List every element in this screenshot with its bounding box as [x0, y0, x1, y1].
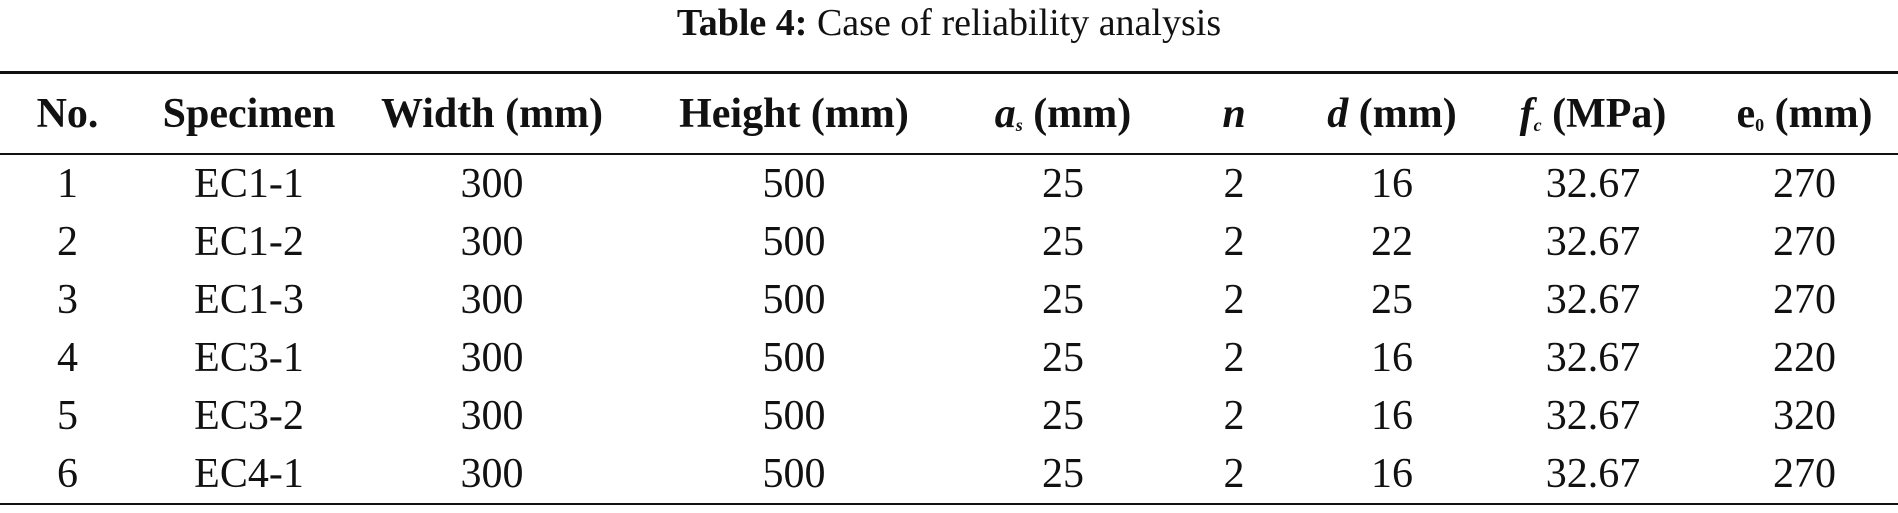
- cell-e0: 270: [1773, 277, 1836, 323]
- cell-as: 25: [1042, 277, 1084, 323]
- table-row: 5 EC3-2 300 500 25 2 16 32.67 320: [0, 387, 1898, 445]
- header-fc: fc (MPa): [1475, 71, 1711, 155]
- cell-no: 1: [57, 161, 78, 207]
- cell-as: 25: [1042, 393, 1084, 439]
- cell-as: 25: [1042, 335, 1084, 381]
- cell-height: 500: [762, 161, 826, 207]
- header-height: Height (mm): [621, 71, 967, 155]
- header-n: n: [1159, 71, 1309, 155]
- cell-specimen: EC4-1: [135, 445, 363, 505]
- cell-specimen: EC3-2: [194, 393, 304, 439]
- cell-specimen: EC1-3: [194, 277, 304, 323]
- cell-width: 300: [460, 393, 524, 439]
- cell-d: 16: [1371, 393, 1413, 439]
- cell-height: 500: [762, 277, 826, 323]
- cell-e0: 270: [1711, 445, 1898, 505]
- cell-e0: 320: [1773, 393, 1836, 439]
- header-no: No.: [0, 71, 135, 155]
- table-row: 2 EC1-2 300 500 25 2 22 32.67 270: [0, 213, 1898, 271]
- cell-no: 4: [57, 335, 78, 381]
- cell-height: 500: [762, 335, 826, 381]
- cell-no: 6: [0, 445, 135, 505]
- cell-specimen: EC3-1: [194, 335, 304, 381]
- table-row: 6 EC4-1 300 500 25 2 16 32.67 270: [0, 445, 1898, 505]
- cell-d: 22: [1371, 219, 1413, 265]
- table-row: 3 EC1-3 300 500 25 2 25 32.67 270: [0, 271, 1898, 329]
- table-row: 1 EC1-1 300 500 25 2 16 32.67 270: [0, 154, 1898, 213]
- cell-d: 16: [1371, 335, 1413, 381]
- cell-fc: 32.67: [1545, 335, 1641, 381]
- cell-d: 25: [1371, 277, 1413, 323]
- cell-height: 500: [762, 393, 826, 439]
- cell-no: 2: [57, 219, 78, 265]
- cell-specimen: EC1-1: [194, 161, 304, 207]
- cell-width: 300: [460, 277, 524, 323]
- cell-as: 25: [1042, 219, 1084, 265]
- cell-n: 2: [1223, 335, 1245, 381]
- cell-e0: 220: [1773, 335, 1836, 381]
- cell-width: 300: [460, 335, 524, 381]
- cell-specimen: EC1-2: [194, 219, 304, 265]
- cell-width: 300: [363, 445, 621, 505]
- cell-no: 3: [57, 277, 78, 323]
- table-caption: Table 4: Case of reliability analysis: [0, 0, 1898, 46]
- header-row: No. Specimen Width (mm) Height (mm) as (…: [0, 71, 1898, 155]
- cell-fc: 32.67: [1475, 445, 1711, 505]
- cell-e0: 270: [1773, 219, 1836, 265]
- header-as: as (mm): [967, 71, 1159, 155]
- header-d: d (mm): [1309, 71, 1475, 155]
- cell-height: 500: [621, 445, 967, 505]
- caption-label: Table 4:: [676, 2, 808, 44]
- cell-n: 2: [1159, 445, 1309, 505]
- cell-n: 2: [1223, 277, 1245, 323]
- caption-text: Case of reliability analysis: [816, 2, 1222, 44]
- cell-fc: 32.67: [1545, 393, 1641, 439]
- cell-n: 2: [1223, 219, 1245, 265]
- cell-fc: 32.67: [1545, 277, 1641, 323]
- cell-fc: 32.67: [1545, 219, 1641, 265]
- header-e0: e0 (mm): [1711, 71, 1898, 155]
- cell-width: 300: [460, 161, 524, 207]
- cell-d: 16: [1371, 161, 1413, 207]
- cell-d: 16: [1309, 445, 1475, 505]
- reliability-table: No. Specimen Width (mm) Height (mm) as (…: [0, 71, 1898, 505]
- cell-e0: 270: [1773, 161, 1836, 207]
- cell-width: 300: [460, 219, 524, 265]
- cell-as: 25: [967, 445, 1159, 505]
- header-specimen: Specimen: [135, 71, 363, 155]
- cell-n: 2: [1223, 161, 1245, 207]
- cell-no: 5: [57, 393, 78, 439]
- header-width: Width (mm): [363, 71, 621, 155]
- table-row: 4 EC3-1 300 500 25 2 16 32.67 220: [0, 329, 1898, 387]
- cell-height: 500: [762, 219, 826, 265]
- cell-n: 2: [1223, 393, 1245, 439]
- cell-as: 25: [1042, 161, 1084, 207]
- cell-fc: 32.67: [1545, 161, 1641, 207]
